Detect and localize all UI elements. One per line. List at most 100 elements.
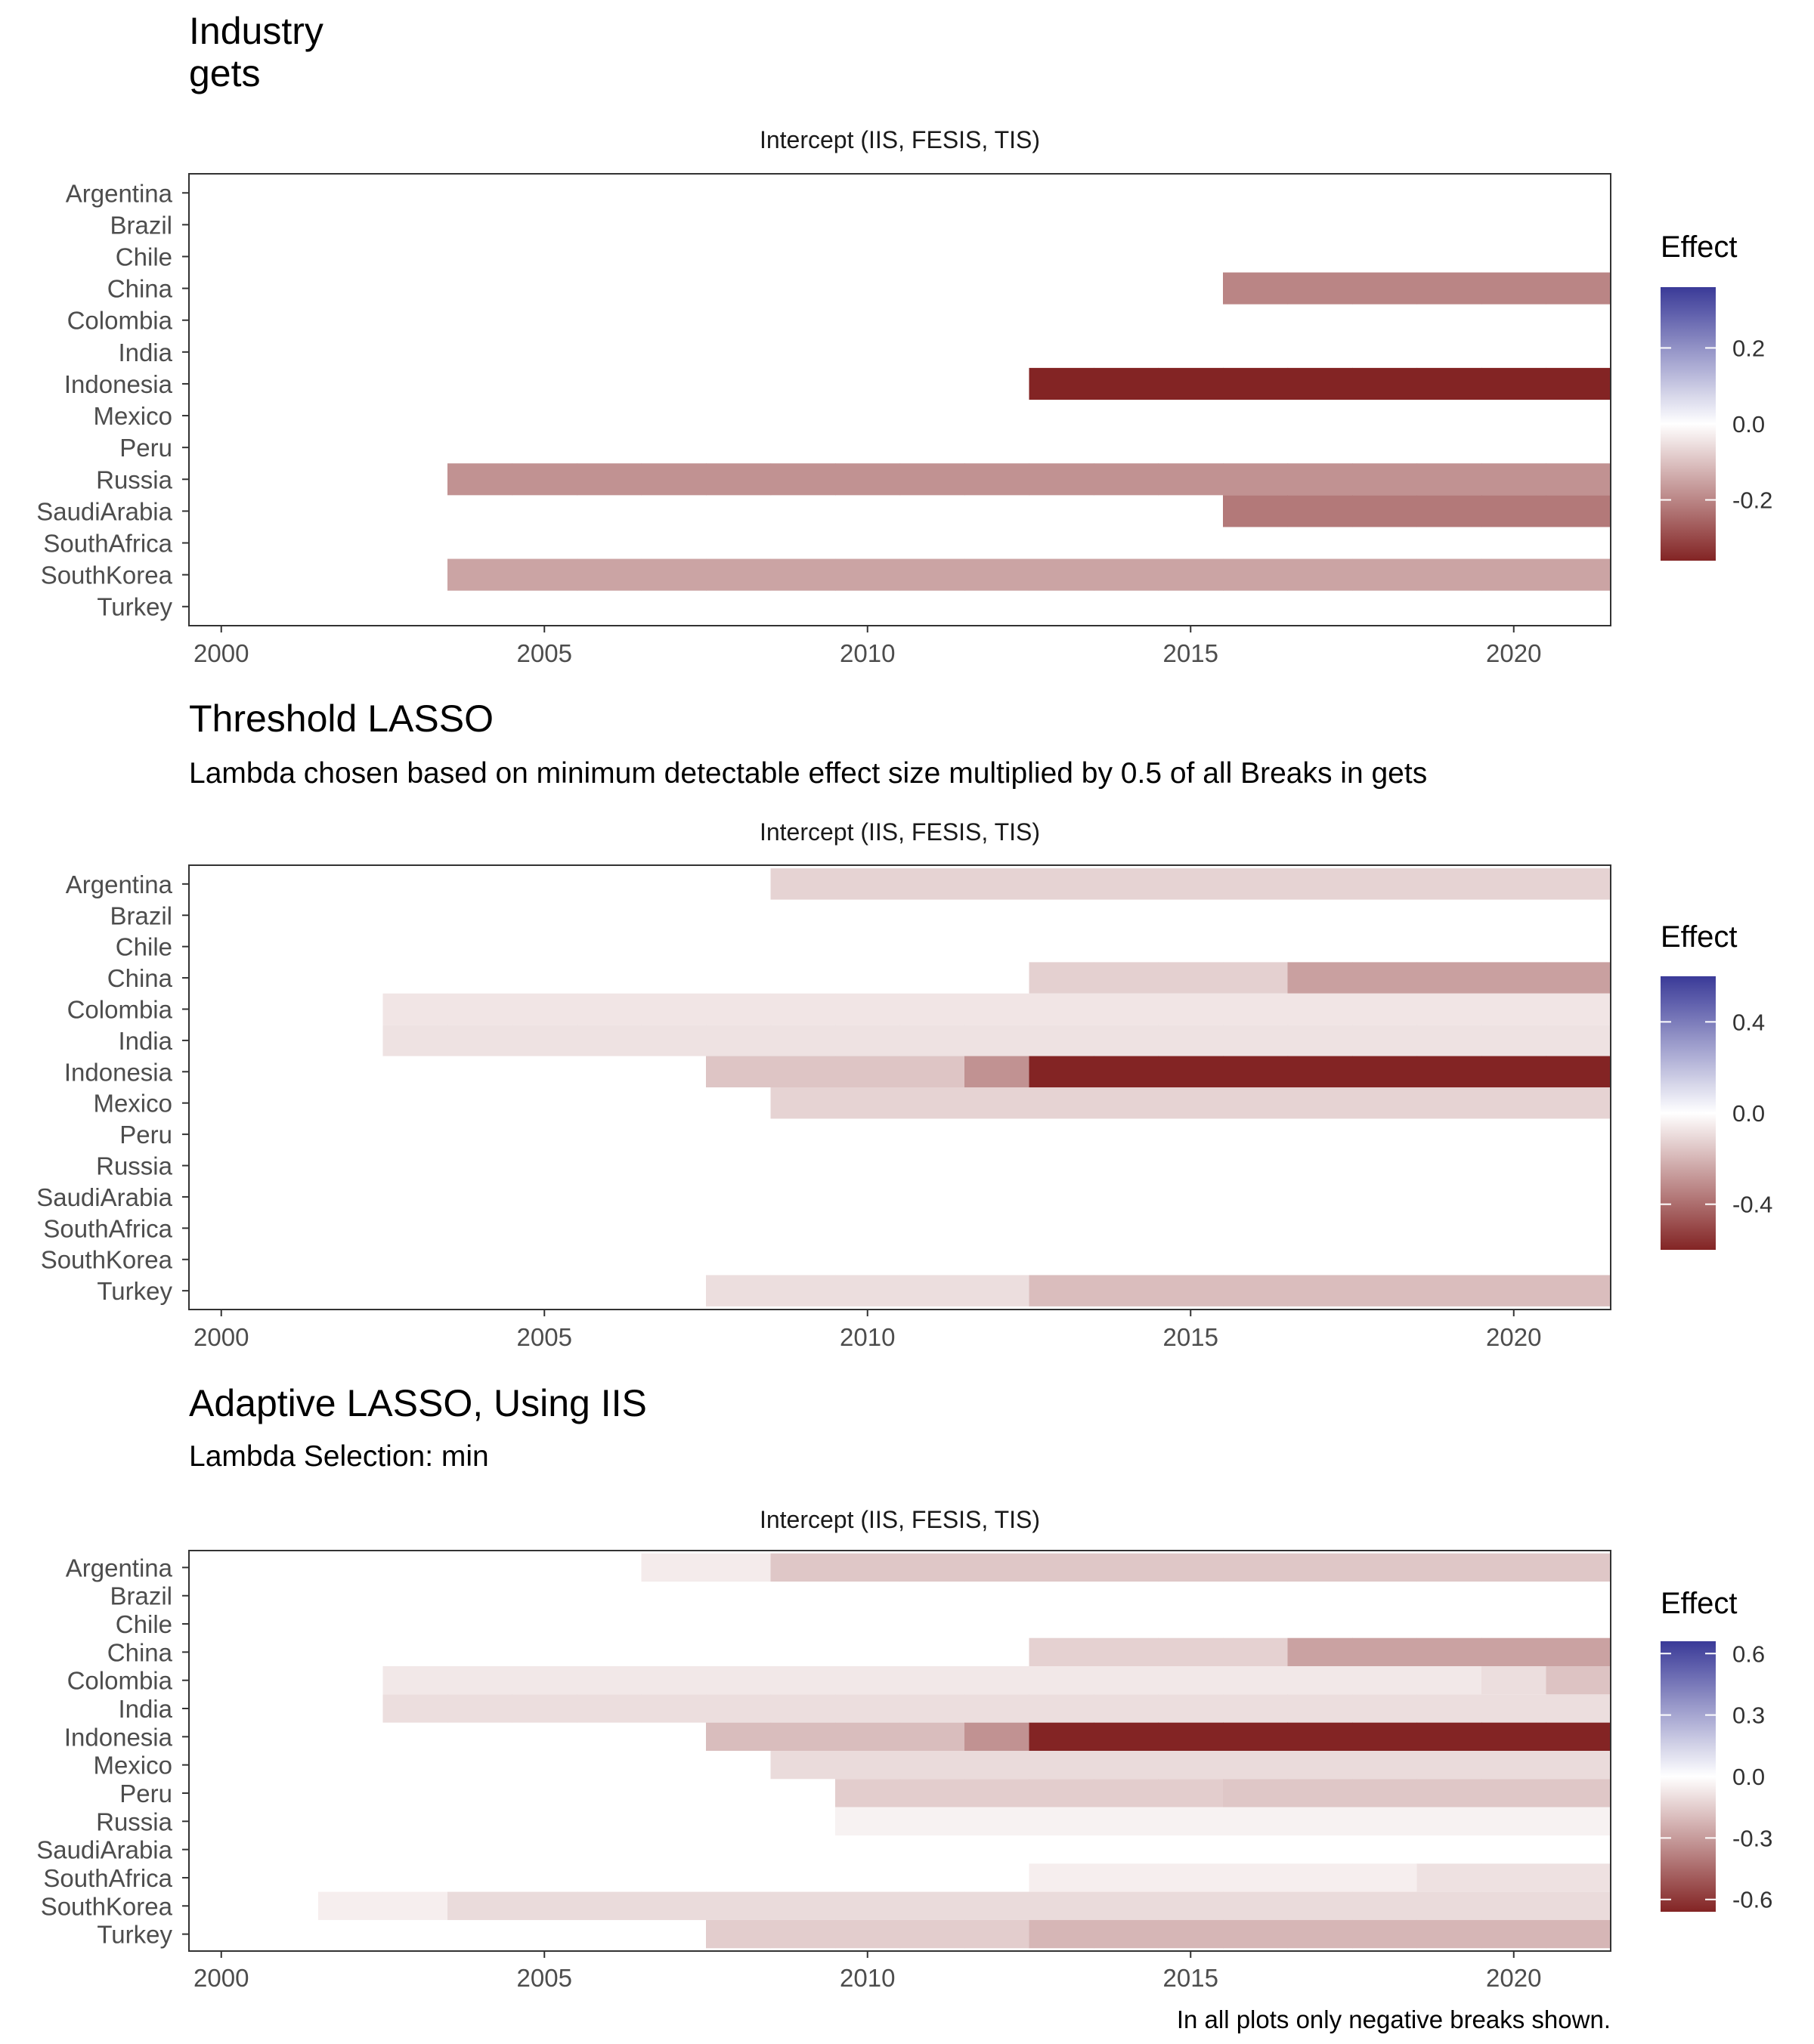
tile-turkey-2015 bbox=[1158, 1275, 1224, 1306]
tile-turkey-2018 bbox=[1352, 1275, 1418, 1306]
tile-indonesia-2013 bbox=[1029, 1722, 1094, 1751]
y-tick-label: Indonesia bbox=[64, 1058, 173, 1086]
tile-india-2010 bbox=[835, 1025, 901, 1056]
tile-russia-2015 bbox=[1158, 463, 1224, 496]
tile-southafrica-2016 bbox=[1223, 1863, 1289, 1892]
tile-mexico-2018 bbox=[1352, 1751, 1418, 1780]
tile-turkey-2016 bbox=[1223, 1275, 1289, 1306]
y-tick-label: Argentina bbox=[66, 1554, 173, 1582]
y-tick-label: Turkey bbox=[97, 1277, 172, 1305]
tile-turkey-2021 bbox=[1546, 1919, 1611, 1949]
tile-indonesia-2018 bbox=[1352, 1722, 1418, 1751]
tile-colombia-2007 bbox=[641, 993, 707, 1025]
tile-india-2020 bbox=[1481, 1025, 1547, 1056]
tile-russia-2011 bbox=[899, 463, 965, 496]
legend-tick-label: -0.6 bbox=[1732, 1887, 1772, 1913]
tile-india-2017 bbox=[1287, 1025, 1353, 1056]
tile-indonesia-2016 bbox=[1223, 1056, 1289, 1087]
facet-label: Intercept (IIS, FESIS, TIS) bbox=[760, 126, 1040, 153]
tile-indonesia-2020 bbox=[1481, 367, 1547, 400]
tile-peru-2016 bbox=[1223, 1779, 1289, 1807]
tile-southafrica-2021 bbox=[1546, 1863, 1611, 1892]
tile-southkorea-2010 bbox=[835, 558, 901, 591]
y-tick-label: Argentina bbox=[66, 179, 173, 207]
tile-southafrica-2014 bbox=[1094, 1863, 1159, 1892]
tile-indonesia-2021 bbox=[1546, 1722, 1611, 1751]
y-tick-label: SouthKorea bbox=[41, 1246, 173, 1274]
y-tick-label: SouthKorea bbox=[41, 561, 173, 589]
tile-turkey-2011 bbox=[899, 1275, 965, 1306]
chart-title: Industry gets bbox=[189, 10, 323, 94]
tile-indonesia-2015 bbox=[1158, 1056, 1224, 1087]
tile-russia-2017 bbox=[1287, 463, 1353, 496]
tile-argentina-2021 bbox=[1546, 1553, 1611, 1582]
tile-turkey-2020 bbox=[1481, 1275, 1547, 1306]
legend-tick-label: 0.3 bbox=[1732, 1702, 1765, 1729]
tile-peru-2013 bbox=[1029, 1779, 1094, 1807]
tile-indonesia-2008 bbox=[706, 1722, 772, 1751]
tile-indonesia-2021 bbox=[1546, 1056, 1611, 1087]
tile-india-2015 bbox=[1158, 1694, 1224, 1723]
tile-mexico-2021 bbox=[1546, 1087, 1611, 1119]
tile-argentina-2020 bbox=[1481, 1553, 1547, 1582]
tile-southkorea-2005 bbox=[512, 1891, 577, 1920]
tile-indonesia-2009 bbox=[770, 1722, 836, 1751]
tile-russia-2013 bbox=[1029, 1807, 1094, 1835]
y-tick-label: India bbox=[118, 1027, 172, 1055]
tile-colombia-2005 bbox=[512, 993, 577, 1025]
tile-india-2009 bbox=[770, 1025, 836, 1056]
tile-turkey-2013 bbox=[1029, 1919, 1094, 1949]
legend: Effect 0.2 0.0 -0.2 bbox=[1661, 230, 1772, 561]
tile-southafrica-2019 bbox=[1416, 1863, 1482, 1892]
tile-southkorea-2018 bbox=[1352, 558, 1418, 591]
facet-label: Intercept (IIS, FESIS, TIS) bbox=[760, 818, 1040, 846]
y-tick-label: China bbox=[107, 275, 173, 303]
tile-colombia-2010 bbox=[835, 1666, 901, 1695]
tile-colombia-2010 bbox=[835, 993, 901, 1025]
tile-colombia-2014 bbox=[1094, 1666, 1159, 1695]
tile-southkorea-2008 bbox=[706, 558, 772, 591]
tile-turkey-2017 bbox=[1287, 1919, 1353, 1949]
tile-colombia-2016 bbox=[1223, 993, 1289, 1025]
x-tick-label: 2010 bbox=[840, 639, 895, 667]
tile-colombia-2003 bbox=[382, 1666, 448, 1695]
tile-argentina-2014 bbox=[1094, 1553, 1159, 1582]
tile-southkorea-2006 bbox=[577, 558, 642, 591]
tile-argentina-2017 bbox=[1287, 868, 1353, 900]
tile-indonesia-2014 bbox=[1094, 1722, 1159, 1751]
tile-india-2012 bbox=[964, 1025, 1030, 1056]
tile-southkorea-2011 bbox=[899, 1891, 965, 1920]
tile-colombia-2021 bbox=[1546, 993, 1611, 1025]
y-tick-label: SouthAfrica bbox=[43, 1214, 172, 1242]
tile-china-2020 bbox=[1481, 272, 1547, 305]
tile-argentina-2016 bbox=[1223, 1553, 1289, 1582]
tile-russia-2005 bbox=[512, 463, 577, 496]
tile-indonesia-2015 bbox=[1158, 367, 1224, 400]
tile-mexico-2015 bbox=[1158, 1087, 1224, 1119]
chart-2: Threshold LASSO Lambda chosen based on mi… bbox=[36, 697, 1772, 1351]
tile-peru-2017 bbox=[1287, 1779, 1353, 1807]
tile-turkey-2020 bbox=[1481, 1919, 1547, 1949]
y-tick-label: China bbox=[107, 1638, 173, 1666]
tile-mexico-2016 bbox=[1223, 1751, 1289, 1780]
tile-argentina-2012 bbox=[964, 868, 1030, 900]
tile-china-2016 bbox=[1223, 272, 1289, 305]
tile-india-2010 bbox=[835, 1694, 901, 1723]
tile-turkey-2013 bbox=[1029, 1275, 1094, 1306]
tile-southkorea-2013 bbox=[1029, 1891, 1094, 1920]
tile-russia-2014 bbox=[1094, 463, 1159, 496]
y-tick-label: Brazil bbox=[110, 1582, 172, 1610]
tile-russia-2020 bbox=[1481, 1807, 1547, 1835]
tile-russia-2021 bbox=[1546, 463, 1611, 496]
chart-subtitle: Lambda chosen based on minimum detectabl… bbox=[189, 757, 1427, 790]
tile-turkey-2011 bbox=[899, 1919, 965, 1949]
tile-india-2003 bbox=[382, 1025, 448, 1056]
tile-china-2018 bbox=[1352, 1637, 1418, 1667]
tile-indonesia-2011 bbox=[899, 1722, 965, 1751]
tile-china-2017 bbox=[1287, 962, 1353, 994]
tile-india-2016 bbox=[1223, 1025, 1289, 1056]
tile-china-2013 bbox=[1029, 962, 1094, 994]
x-tick-label: 2020 bbox=[1486, 639, 1541, 667]
legend-title: Effect bbox=[1661, 230, 1738, 264]
